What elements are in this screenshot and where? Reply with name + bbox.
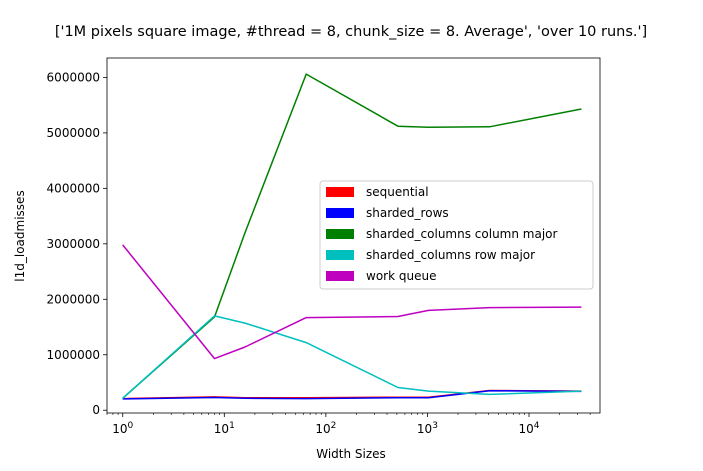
- series-line-4: [122, 244, 582, 360]
- legend-label-2: sharded_columns column major: [366, 227, 557, 241]
- legend-swatch-3: [326, 250, 354, 260]
- x-tick-label: 104: [518, 421, 539, 436]
- chart-title: ['1M pixels square image, #thread = 8, c…: [55, 24, 647, 40]
- y-tick-label: 5000000: [47, 126, 100, 140]
- x-tick-label: 100: [112, 421, 133, 436]
- legend-label-4: work queue: [366, 269, 436, 283]
- legend: sequential sharded_rows sharded_columns co…: [319, 180, 594, 290]
- legend-label-1: sharded_rows: [366, 206, 449, 220]
- legend-swatch-4: [326, 271, 354, 281]
- y-tick-label: 1000000: [47, 348, 100, 362]
- series-layer: [122, 73, 582, 400]
- legend-swatch-0: [326, 187, 354, 197]
- x-axis-label: Width Sizes: [316, 447, 386, 461]
- legend-label-3: sharded_columns row major: [366, 248, 535, 262]
- y-axis-label: l1d_loadmisses: [13, 190, 27, 281]
- series-line-2: [122, 73, 582, 399]
- y-tick-label: 2000000: [47, 292, 100, 306]
- series-line-1: [122, 390, 582, 400]
- plot-border: [106, 57, 601, 414]
- y-axis: 0 1000000 2000000 3000000 4000000 5000000 6000…: [47, 70, 107, 417]
- legend-swatch-1: [326, 208, 354, 218]
- x-tick-label: 101: [214, 421, 235, 436]
- y-tick-label: 4000000: [47, 181, 100, 195]
- y-tick-label: 0: [92, 403, 100, 417]
- legend-swatch-2: [326, 229, 354, 239]
- series-line-3: [122, 315, 582, 399]
- x-axis: 100 101 102 103 104: [106, 413, 591, 436]
- x-tick-label: 102: [315, 421, 336, 436]
- legend-label-0: sequential: [366, 185, 429, 199]
- y-tick-label: 6000000: [47, 70, 100, 84]
- x-tick-label: 103: [417, 421, 438, 436]
- y-tick-label: 3000000: [47, 237, 100, 251]
- legend-frame: [319, 180, 594, 290]
